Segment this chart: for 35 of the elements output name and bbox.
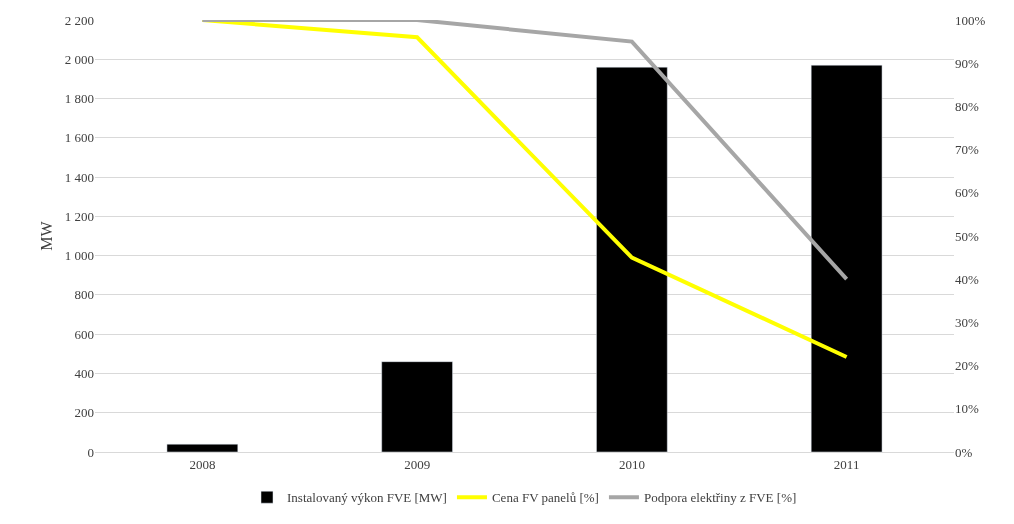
- y2-tick-label: 0%: [955, 444, 973, 460]
- bar: [381, 361, 453, 452]
- y-tick-label: 600: [74, 326, 94, 342]
- legend-label: Instalovaný výkon FVE [MW]: [287, 490, 447, 506]
- legend-label: Cena FV panelů [%]: [491, 490, 599, 506]
- y-tick-label: 2 000: [64, 51, 94, 67]
- y2-tick-label: 40%: [955, 271, 979, 287]
- legend-label: Podpora elektřiny z FVE [%]: [643, 490, 797, 506]
- y-tick-label: 400: [74, 366, 94, 381]
- y2-tick-label: 90%: [955, 55, 979, 71]
- y2-tick-label: 80%: [955, 98, 979, 114]
- x-tick-label: 2010: [618, 456, 645, 472]
- y2-tick-label: 10%: [955, 401, 979, 417]
- y2-tick-label: 30%: [955, 314, 979, 330]
- y-tick-label: 1 800: [64, 91, 94, 107]
- bar: [166, 443, 239, 452]
- y-tick-label: 1 200: [64, 208, 94, 224]
- y2-tick-label: 20%: [955, 358, 979, 374]
- y-tick-label: 0: [87, 444, 94, 460]
- y2-tick-label: 100%: [955, 12, 986, 28]
- bar: [596, 66, 668, 452]
- x-tick-label: 2011: [833, 456, 860, 472]
- y-tick-label: 1 000: [64, 248, 94, 264]
- y2-tick-label: 60%: [955, 185, 979, 201]
- y-tick-label: 1 400: [64, 169, 94, 185]
- y-tick-label: 1 600: [64, 130, 94, 146]
- y2-tick-label: 50%: [955, 228, 979, 244]
- x-tick-label: 2008: [189, 456, 216, 472]
- y2-tick-label: 70%: [955, 142, 979, 158]
- y-axis-title: MW: [37, 220, 55, 251]
- bar: [810, 64, 883, 452]
- x-tick-label: 2009: [404, 456, 431, 472]
- y-tick-label: 2 200: [64, 12, 94, 28]
- y-tick-label: 800: [74, 287, 94, 303]
- y-tick-label: 200: [74, 405, 94, 421]
